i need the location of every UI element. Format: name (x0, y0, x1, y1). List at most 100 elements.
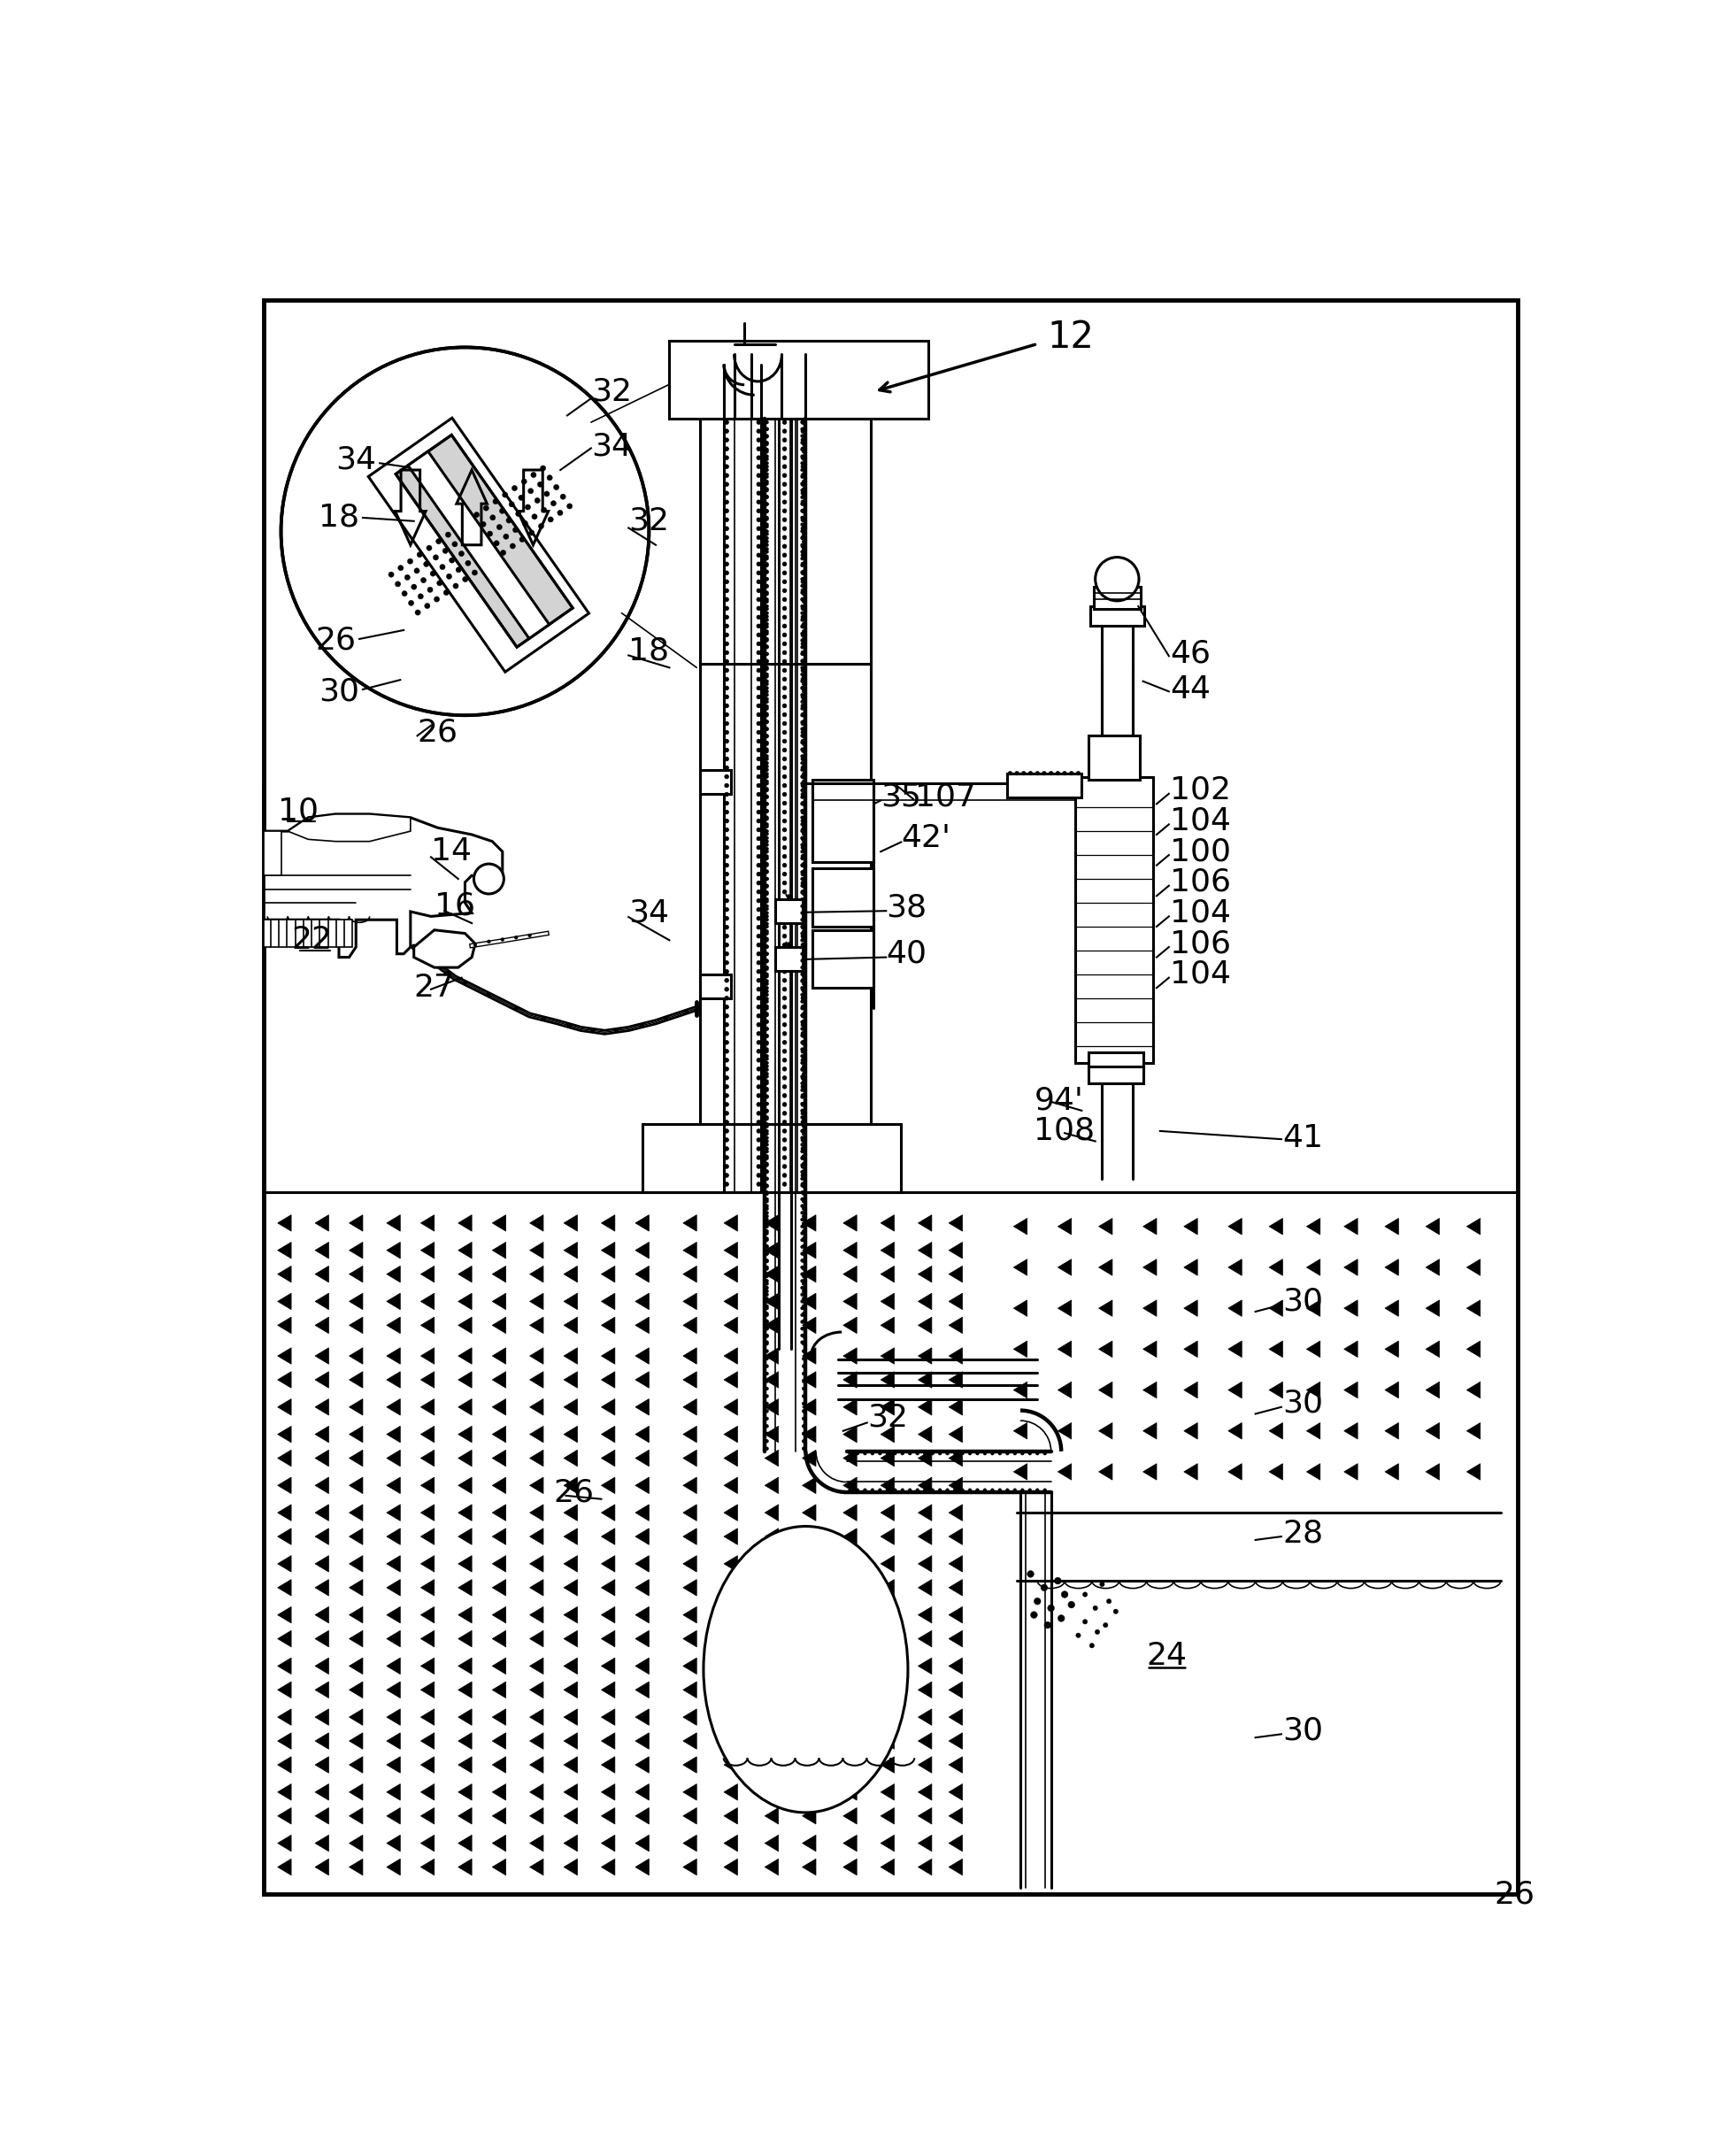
Circle shape (782, 854, 787, 858)
Circle shape (782, 845, 787, 849)
Polygon shape (949, 1529, 963, 1544)
Polygon shape (636, 1757, 650, 1772)
Circle shape (801, 975, 805, 979)
Circle shape (801, 871, 805, 873)
Polygon shape (1466, 1300, 1480, 1317)
Circle shape (801, 811, 805, 815)
Circle shape (424, 604, 431, 608)
Circle shape (801, 468, 805, 472)
Polygon shape (386, 1710, 400, 1725)
Circle shape (801, 483, 805, 487)
Circle shape (765, 1095, 768, 1097)
Circle shape (765, 1041, 768, 1044)
Polygon shape (1306, 1382, 1320, 1399)
Circle shape (765, 509, 768, 513)
Bar (775, 946, 803, 970)
Polygon shape (563, 1371, 577, 1388)
Circle shape (756, 925, 762, 929)
Polygon shape (386, 1783, 400, 1800)
Circle shape (765, 1035, 768, 1037)
Polygon shape (277, 1733, 291, 1749)
Polygon shape (529, 1242, 543, 1259)
Circle shape (446, 970, 450, 975)
Polygon shape (765, 1757, 779, 1772)
Circle shape (782, 651, 787, 655)
Circle shape (801, 677, 805, 681)
Circle shape (503, 535, 508, 539)
Circle shape (756, 668, 762, 673)
Circle shape (495, 541, 500, 545)
Circle shape (756, 1121, 762, 1123)
Polygon shape (724, 1858, 737, 1876)
Circle shape (450, 558, 455, 563)
Circle shape (801, 502, 805, 507)
Circle shape (725, 899, 729, 903)
Circle shape (469, 543, 474, 550)
Circle shape (446, 573, 451, 580)
Polygon shape (563, 1505, 577, 1520)
Polygon shape (843, 1399, 856, 1414)
Circle shape (801, 1076, 805, 1078)
Polygon shape (918, 1242, 932, 1259)
Polygon shape (350, 1242, 364, 1259)
Polygon shape (765, 1399, 779, 1414)
Polygon shape (420, 1214, 434, 1231)
Polygon shape (1058, 1218, 1072, 1235)
Circle shape (725, 563, 729, 567)
Polygon shape (1306, 1423, 1320, 1438)
Polygon shape (264, 783, 503, 957)
Circle shape (725, 589, 729, 593)
Polygon shape (1466, 1382, 1480, 1399)
Circle shape (765, 1082, 768, 1084)
Circle shape (782, 554, 787, 556)
Circle shape (801, 455, 805, 457)
Circle shape (415, 610, 420, 614)
Circle shape (765, 733, 768, 737)
Circle shape (939, 1451, 942, 1455)
Polygon shape (315, 1529, 329, 1544)
Text: 18: 18 (319, 502, 360, 533)
Circle shape (765, 1386, 768, 1391)
Circle shape (765, 1289, 768, 1294)
Circle shape (765, 843, 768, 847)
Circle shape (782, 962, 787, 964)
Circle shape (801, 580, 805, 584)
Circle shape (801, 1095, 805, 1100)
Circle shape (801, 925, 805, 929)
Circle shape (765, 666, 768, 671)
Circle shape (725, 890, 729, 895)
Circle shape (801, 694, 805, 699)
Polygon shape (529, 1835, 543, 1852)
Circle shape (801, 923, 805, 925)
Circle shape (765, 1294, 768, 1296)
Circle shape (401, 591, 407, 597)
Circle shape (432, 554, 439, 561)
Circle shape (765, 604, 768, 608)
Polygon shape (350, 1606, 364, 1623)
Polygon shape (724, 1425, 737, 1442)
Circle shape (725, 694, 729, 699)
Circle shape (1092, 1606, 1098, 1611)
Polygon shape (1270, 1259, 1282, 1276)
Circle shape (501, 938, 505, 942)
Polygon shape (918, 1294, 932, 1309)
Circle shape (765, 457, 768, 461)
Circle shape (801, 483, 805, 485)
Circle shape (522, 479, 527, 485)
Circle shape (756, 962, 762, 964)
Polygon shape (493, 1317, 507, 1332)
Polygon shape (918, 1425, 932, 1442)
Circle shape (801, 796, 805, 798)
Circle shape (801, 466, 805, 468)
Circle shape (765, 468, 768, 472)
Circle shape (801, 1164, 805, 1166)
Circle shape (765, 890, 768, 895)
Polygon shape (350, 1505, 364, 1520)
Polygon shape (529, 1317, 543, 1332)
Polygon shape (682, 1294, 696, 1309)
Circle shape (801, 1300, 805, 1302)
Polygon shape (682, 1529, 696, 1544)
Circle shape (756, 677, 762, 681)
Circle shape (801, 755, 805, 759)
Polygon shape (724, 1371, 737, 1388)
